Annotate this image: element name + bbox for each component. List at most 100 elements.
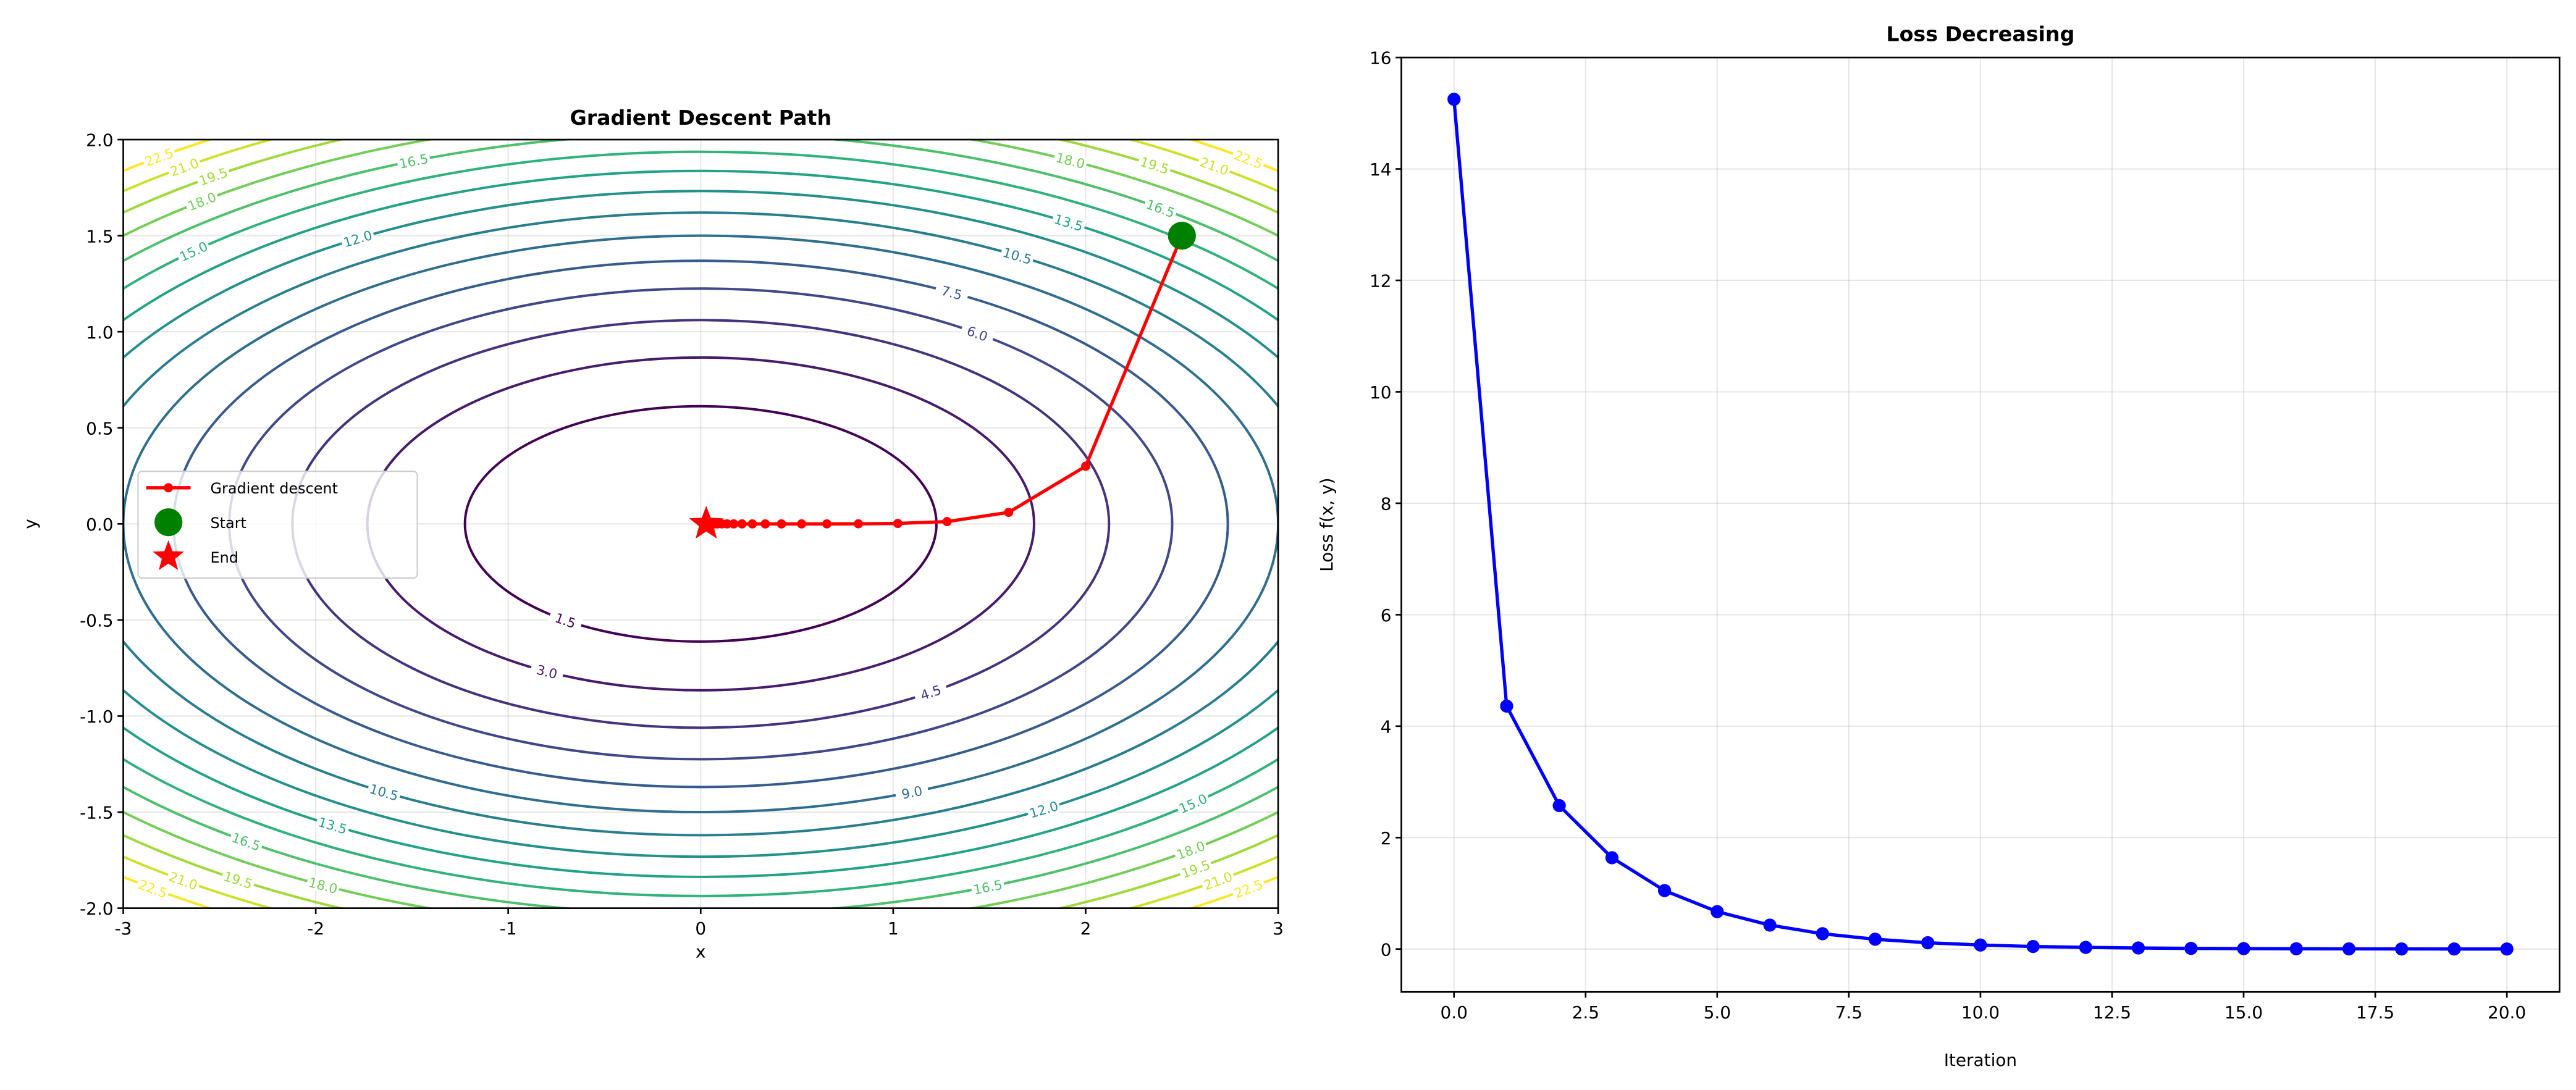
legend-end-icon	[153, 540, 184, 571]
loss-point	[1605, 851, 1619, 865]
loss-point	[1552, 799, 1566, 813]
contour-label-gap	[1230, 876, 1267, 902]
legend-start-icon	[154, 508, 183, 537]
contour-label-gap	[1177, 856, 1214, 882]
x-tick-label: 12.5	[2093, 1002, 2131, 1023]
loss-point	[2500, 942, 2514, 956]
y-tick-label: -2.0	[80, 899, 113, 919]
path-point	[747, 519, 757, 529]
contour-label-text: 19.5	[222, 869, 255, 892]
contour-label-gap	[175, 237, 212, 265]
contour-label-gap	[165, 868, 201, 894]
path-point	[1081, 461, 1090, 471]
x-tick-label: 2	[1080, 918, 1092, 939]
contour-label-gap	[366, 780, 402, 804]
contour-label: 19.5	[220, 868, 256, 892]
x-tick-label: 10.0	[1961, 1002, 2000, 1023]
contour-label-gap	[547, 608, 584, 633]
path-point	[1004, 508, 1014, 518]
y-axis-label: Loss f(x, y)	[1316, 477, 1337, 571]
y-tick-label: 0	[1381, 939, 1392, 960]
y-tick-label: 2	[1381, 828, 1392, 849]
contour-label: 22.5	[1230, 876, 1267, 902]
x-tick-label: 7.5	[1835, 1002, 1863, 1023]
contour-label: 4.5	[912, 680, 949, 705]
contour-label-text: 18.0	[1054, 150, 1086, 172]
contour-label: 7.5	[933, 281, 970, 304]
contour-label-gap	[999, 244, 1035, 268]
contour-label-text: 9.0	[900, 784, 924, 803]
contour-label-text: 22.5	[1232, 148, 1265, 172]
loss-point	[1921, 936, 1935, 950]
path-point	[777, 519, 786, 529]
contour-label-text: 16.5	[972, 878, 1004, 899]
legend-label: Start	[210, 514, 246, 532]
contour-label-gap	[970, 876, 1006, 898]
contour-label: 16.5	[228, 829, 264, 855]
x-tick-label: 20.0	[2488, 1002, 2526, 1023]
contour-label-gap	[228, 829, 264, 854]
path-point	[822, 519, 831, 529]
loss-point	[2026, 939, 2040, 954]
contour-label-text: 15.0	[1177, 791, 1210, 817]
contour-label-text: 13.5	[316, 815, 349, 838]
contour-label-gap	[1230, 146, 1267, 172]
loss-point	[1974, 938, 1987, 952]
contour-label-text: 21.0	[1198, 154, 1231, 178]
contour-label: 13.5	[314, 813, 351, 838]
contour-label-text: 19.5	[1138, 154, 1171, 178]
x-tick-label: 1	[888, 918, 899, 939]
x-tick-label: 5.0	[1704, 1002, 1731, 1023]
contour-label-gap	[1174, 790, 1211, 817]
contour-label-gap	[959, 321, 996, 346]
contour-label-gap	[220, 868, 256, 892]
contour-label: 12.0	[1025, 797, 1062, 822]
contour-label-gap	[135, 876, 171, 902]
y-tick-label: -1.5	[80, 803, 113, 823]
x-tick-label: -1	[500, 918, 517, 939]
contour-label: 16.5	[1142, 195, 1179, 222]
contour-label: 19.5	[1137, 153, 1172, 178]
x-tick-label: 15.0	[2225, 1002, 2263, 1023]
contour-label-text: 3.0	[535, 663, 559, 683]
loss-point	[2342, 942, 2356, 956]
contour-label-text: 13.5	[1052, 212, 1085, 235]
contour-label: 3.0	[529, 660, 565, 683]
contour-label-gap	[933, 281, 970, 304]
contour-label: 1.5	[547, 608, 584, 633]
path-point	[893, 519, 903, 529]
contour-label-text: 7.5	[940, 283, 964, 304]
legend-point-icon	[164, 483, 174, 493]
contour-label-gap	[912, 680, 949, 705]
loss-point	[1447, 93, 1461, 106]
contour-label-text: 10.5	[1001, 245, 1033, 268]
start-marker	[1168, 222, 1196, 250]
contour-label: 13.5	[1051, 211, 1087, 235]
x-tick-label: 2.5	[1572, 1002, 1599, 1023]
loss-point	[2079, 941, 2092, 954]
contour-label-gap	[195, 164, 232, 189]
x-tick-label: -3	[115, 918, 132, 939]
contour-label: 18.0	[183, 188, 220, 214]
contour-line-13.5	[123, 169, 1279, 878]
x-tick-label: 3	[1273, 918, 1284, 939]
loss-point	[1657, 884, 1672, 897]
loss-point	[2131, 941, 2145, 955]
contour-label-gap	[396, 150, 431, 172]
contour-label-text: 18.0	[186, 190, 219, 214]
contour-label-gap	[166, 154, 203, 180]
contour-line-1.5	[463, 405, 938, 643]
contour-label-text: 19.5	[197, 165, 230, 189]
contour-label-gap	[1196, 153, 1232, 178]
contour-label-text: 15.0	[177, 239, 210, 266]
contour-label-gap	[1172, 837, 1209, 863]
y-tick-label: -1.0	[80, 706, 113, 727]
contour-label-text: 16.5	[1144, 197, 1177, 222]
y-tick-label: 0.0	[86, 514, 113, 535]
contour-label-text: 22.5	[136, 877, 169, 902]
contour-label-gap	[1142, 195, 1179, 221]
contour-label: 21.0	[1196, 153, 1232, 179]
x-tick-label: 17.5	[2356, 1002, 2394, 1023]
contour-line-15.0	[123, 150, 1279, 897]
y-axis-label: y	[20, 519, 41, 529]
